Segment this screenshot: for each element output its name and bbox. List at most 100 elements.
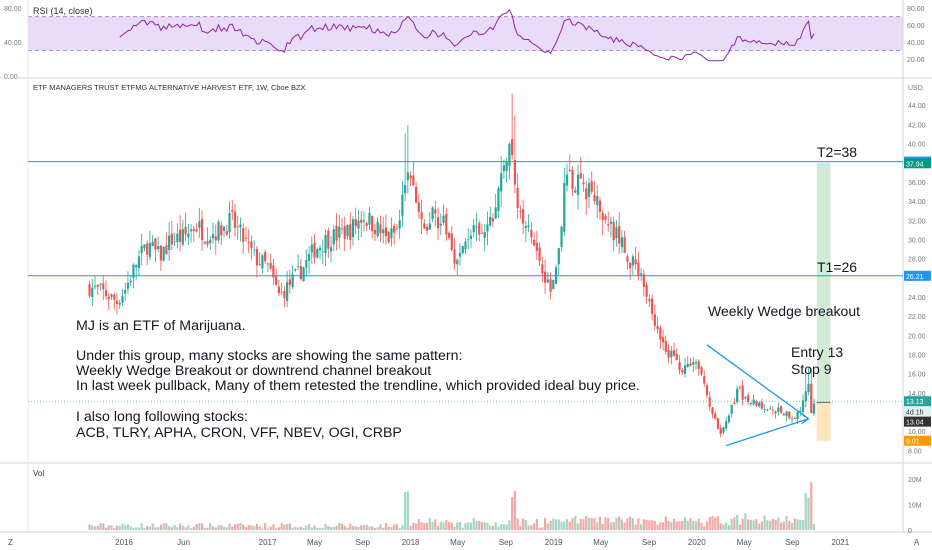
candle-body bbox=[277, 286, 280, 294]
candle-body bbox=[211, 234, 215, 239]
volume-bar bbox=[777, 517, 780, 530]
volume-bar bbox=[755, 519, 758, 530]
volume-bar bbox=[653, 521, 656, 530]
candle-body bbox=[338, 226, 341, 238]
candle-body bbox=[228, 212, 231, 233]
volume-bar bbox=[725, 522, 728, 530]
candle-body bbox=[533, 239, 536, 246]
volume-bar bbox=[393, 524, 396, 530]
volume-bar bbox=[420, 522, 423, 530]
volume-bar bbox=[458, 521, 462, 530]
time-axis-label: May bbox=[450, 538, 465, 547]
volume-bar bbox=[513, 491, 516, 530]
volume-bar bbox=[760, 521, 763, 530]
candle-body bbox=[565, 174, 569, 186]
volume-bar bbox=[91, 525, 94, 530]
reward-zone[interactable] bbox=[816, 162, 831, 403]
volume-bar bbox=[349, 523, 352, 530]
price-scale[interactable]: 44.0042.0040.0038.0036.0034.0032.0030.00… bbox=[908, 103, 926, 455]
wedge-arrow-head[interactable] bbox=[801, 413, 810, 425]
t2-annotation[interactable]: T2=38 bbox=[817, 144, 857, 160]
wedge-breakout-label[interactable]: Weekly Wedge breakout bbox=[708, 303, 860, 319]
candle-body bbox=[398, 220, 401, 229]
candle-body bbox=[769, 408, 772, 410]
price-axis-tag-text: 13.04 bbox=[906, 420, 924, 427]
volume-bar bbox=[543, 517, 547, 530]
auto-scale-toggle[interactable]: A bbox=[914, 538, 920, 547]
candle-body bbox=[524, 226, 527, 228]
analysis-note[interactable]: MJ is an ETF of Marijuana. Under this gr… bbox=[76, 318, 640, 441]
candle-body bbox=[749, 402, 752, 404]
volume-bar bbox=[294, 526, 297, 530]
horizontal-lines[interactable] bbox=[28, 161, 903, 277]
candle-body bbox=[752, 399, 755, 405]
volume-bar bbox=[623, 522, 626, 530]
candle-body bbox=[286, 282, 289, 302]
volume-bar bbox=[357, 526, 360, 530]
note-line: Under this group, many stocks are showin… bbox=[76, 348, 462, 364]
volume-bar bbox=[379, 524, 382, 530]
volume-bar bbox=[774, 519, 777, 530]
entry-label[interactable]: Entry 13 bbox=[791, 344, 843, 360]
stop-label[interactable]: Stop 9 bbox=[791, 361, 832, 377]
wedge-pattern[interactable] bbox=[706, 344, 810, 447]
volume-bar bbox=[233, 524, 237, 530]
candle-body bbox=[225, 231, 228, 235]
candle-body bbox=[601, 212, 604, 221]
candle-body bbox=[253, 249, 256, 251]
candle-body bbox=[220, 225, 223, 236]
volume-bar bbox=[258, 526, 261, 530]
rsi-panel: RSI (14, close) 80.00 80.00 60.00 40.00 40.0… bbox=[4, 6, 925, 81]
volume-bar bbox=[692, 521, 695, 530]
time-axis-label: Sep bbox=[785, 538, 800, 547]
volume-bar bbox=[115, 525, 119, 530]
candle-body bbox=[107, 296, 110, 300]
candle-body bbox=[115, 300, 119, 304]
candle-body bbox=[110, 294, 113, 297]
volume-bar bbox=[505, 524, 508, 530]
candle-body bbox=[774, 411, 777, 414]
candle-body bbox=[667, 349, 670, 358]
candle-body bbox=[522, 209, 525, 224]
candle-body bbox=[192, 229, 195, 231]
candle-body bbox=[96, 284, 99, 287]
time-axis[interactable]: 2016 Jun 2017 May Sep 2018 May Sep 2019 May Sep 202… bbox=[115, 538, 850, 547]
volume-bar bbox=[480, 521, 484, 530]
candle-body bbox=[568, 169, 571, 171]
candlestick-series bbox=[88, 93, 816, 438]
volume-bar bbox=[351, 525, 355, 530]
price-tick-label: 36.00 bbox=[908, 180, 926, 187]
price-axis-tag bbox=[904, 396, 931, 407]
candle-body bbox=[661, 337, 665, 343]
t1-annotation[interactable]: T1=26 bbox=[817, 259, 857, 275]
candle-body bbox=[722, 427, 725, 433]
log-scale-toggle[interactable]: Z bbox=[8, 538, 13, 547]
volume-bar bbox=[398, 528, 401, 530]
volume-bar bbox=[195, 524, 198, 530]
volume-bar bbox=[467, 522, 470, 530]
volume-bar bbox=[187, 525, 190, 530]
volume-bar bbox=[277, 527, 280, 530]
candle-body bbox=[354, 219, 357, 227]
long-position-tool[interactable] bbox=[816, 162, 831, 441]
candle-body bbox=[705, 385, 709, 396]
price-panel[interactable]: ETF MANAGERS TRUST ETFMG ALTERNATIVE HAR… bbox=[28, 83, 931, 455]
candle-body bbox=[102, 283, 105, 290]
candle-body bbox=[442, 215, 445, 223]
candle-body bbox=[675, 353, 678, 361]
candle-body bbox=[513, 160, 516, 185]
wedge-upper-trendline[interactable] bbox=[706, 344, 809, 420]
volume-bar bbox=[192, 526, 195, 530]
candle-body bbox=[541, 264, 544, 274]
volume-bar bbox=[129, 526, 132, 530]
volume-bar bbox=[579, 518, 582, 530]
volume-bar bbox=[338, 522, 341, 530]
wedge-lower-trendline[interactable] bbox=[725, 418, 809, 447]
rsi-label: RSI (14, close) bbox=[33, 6, 93, 16]
candle-body bbox=[179, 229, 182, 242]
candle-body bbox=[554, 267, 558, 284]
candle-body bbox=[560, 226, 563, 247]
risk-zone[interactable] bbox=[816, 402, 831, 441]
rsi-band bbox=[28, 16, 903, 51]
